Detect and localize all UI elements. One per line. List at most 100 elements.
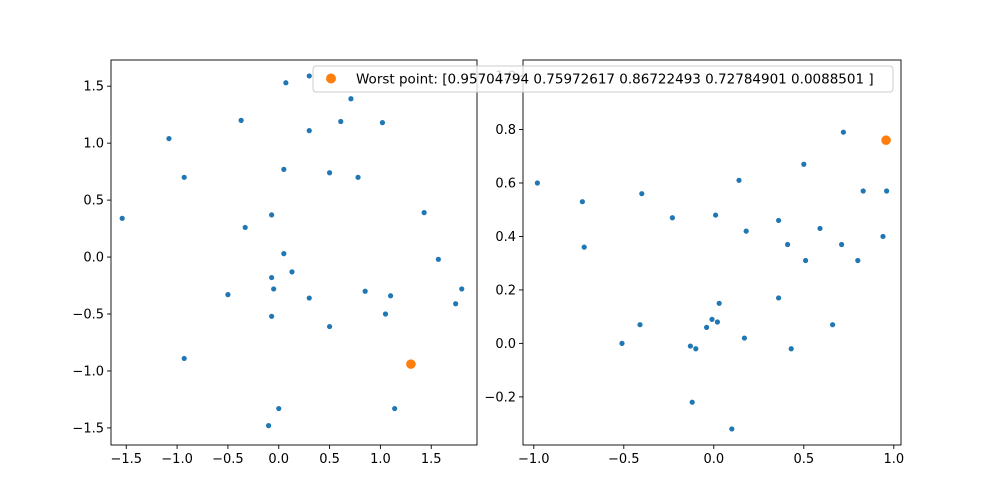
data-point-14 [581, 244, 587, 250]
x-tick-label: −1.0 [518, 452, 550, 467]
legend: Worst point: [0.95704794 0.75972617 0.86… [312, 65, 894, 93]
data-point-26 [387, 293, 394, 299]
data-point-2 [801, 161, 807, 167]
data-point-8 [639, 191, 645, 197]
worst-point-1 [406, 359, 416, 369]
data-point-23 [709, 316, 715, 322]
data-point-19 [855, 257, 861, 264]
data-point-6 [884, 188, 890, 194]
data-point-29 [687, 343, 694, 349]
y-tick-label: −0.5 [72, 308, 104, 323]
legend-box [312, 65, 894, 93]
data-point-22 [225, 292, 231, 298]
data-point-12 [743, 228, 749, 234]
x-tick-label: −0.5 [608, 452, 640, 467]
data-point-8 [338, 118, 344, 125]
x-tick-label: 1.5 [421, 452, 442, 467]
data-point-17 [281, 251, 287, 257]
data-point-7 [306, 128, 312, 134]
y-tick-label: 0.4 [495, 230, 516, 245]
legend-label-worst-point: Worst point: [0.95704794 0.75972617 0.86… [356, 72, 874, 88]
x-tick-label: −0.5 [212, 452, 244, 467]
data-point-4 [736, 177, 742, 183]
data-point-3 [534, 180, 541, 186]
data-point-33 [392, 405, 398, 412]
y-tick-label: 1.5 [83, 80, 104, 95]
data-point-6 [166, 135, 172, 142]
data-point-16 [242, 224, 248, 231]
data-point-27 [619, 340, 625, 346]
x-tick-label: 0.0 [268, 452, 289, 467]
data-point-15 [785, 241, 791, 248]
data-point-9 [181, 174, 187, 180]
x-tick-label: 1.0 [370, 452, 391, 467]
data-point-16 [839, 241, 845, 248]
data-point-11 [326, 170, 333, 176]
data-point-23 [306, 295, 312, 301]
data-point-32 [689, 399, 695, 405]
data-point-14 [269, 212, 275, 218]
y-tick-label: 0.6 [495, 176, 516, 191]
data-point-30 [382, 311, 389, 317]
data-point-30 [693, 346, 699, 352]
data-point-9 [669, 215, 676, 221]
y-tick-label: −1.0 [72, 364, 104, 379]
data-point-1 [283, 80, 289, 86]
data-point-10 [713, 212, 719, 218]
data-point-22 [637, 322, 643, 328]
data-point-21 [716, 300, 722, 306]
data-point-17 [880, 233, 886, 240]
data-point-34 [265, 423, 272, 429]
data-point-29 [269, 313, 275, 319]
axes-layer: −1.5 −1.0 −0.5 0.0 0.5 1.0 1.5 −1.5 −1.0 −0.5 0.0 0… [72, 59, 904, 467]
y-tick-label: 0.0 [83, 251, 104, 266]
data-point-2 [306, 73, 312, 79]
x-tick-label: 0.0 [703, 452, 724, 467]
data-point-10 [281, 166, 287, 172]
data-point-21 [271, 286, 277, 292]
y-tick-label: −0.2 [484, 390, 516, 405]
data-point-12 [355, 174, 361, 180]
y-tick-label: 0.2 [495, 283, 516, 298]
data-point-13 [119, 215, 125, 221]
data-point-15 [421, 210, 427, 216]
data-point-18 [435, 256, 441, 262]
data-point-13 [817, 225, 823, 232]
axes-frame [522, 59, 902, 446]
x-tick-label: 0.5 [319, 452, 340, 467]
data-point-19 [289, 269, 295, 275]
data-point-3 [348, 96, 354, 102]
axes-frame [110, 59, 478, 446]
y-tick-label: 0.0 [495, 337, 516, 352]
data-point-25 [459, 286, 465, 292]
axes-2: −1.0−0.50.00.51.0−0.20.00.20.40.60.81.0 [484, 59, 904, 467]
data-point-26 [830, 322, 836, 328]
y-tick-label: 1.0 [83, 137, 104, 152]
data-point-4 [238, 117, 244, 123]
data-point-32 [276, 405, 282, 412]
x-tick-label: −1.5 [110, 452, 142, 467]
y-tick-label: −1.5 [72, 421, 104, 436]
data-point-24 [362, 288, 368, 294]
x-tick-label: 1.0 [883, 452, 904, 467]
data-point-7 [579, 199, 586, 205]
data-point-31 [788, 346, 794, 352]
x-tick-label: −1.0 [161, 452, 193, 467]
data-point-1 [840, 129, 847, 135]
data-point-18 [803, 257, 809, 264]
data-point-20 [269, 274, 275, 281]
data-point-27 [453, 301, 459, 307]
worst-point-1 [881, 135, 891, 146]
y-tick-label: 0.8 [495, 123, 516, 138]
x-tick-label: 0.5 [793, 452, 814, 467]
data-point-25 [704, 324, 710, 330]
data-point-31 [181, 355, 187, 362]
data-point-20 [776, 295, 782, 301]
data-point-33 [729, 426, 735, 432]
data-point-5 [379, 120, 386, 126]
data-point-11 [776, 217, 782, 224]
axes-1: −1.5 −1.0 −0.5 0.0 0.5 1.0 1.5 −1.5 −1.0 −0.5 0.0 0… [72, 59, 478, 467]
legend-marker-worst-point [326, 73, 336, 84]
data-point-28 [326, 323, 333, 330]
